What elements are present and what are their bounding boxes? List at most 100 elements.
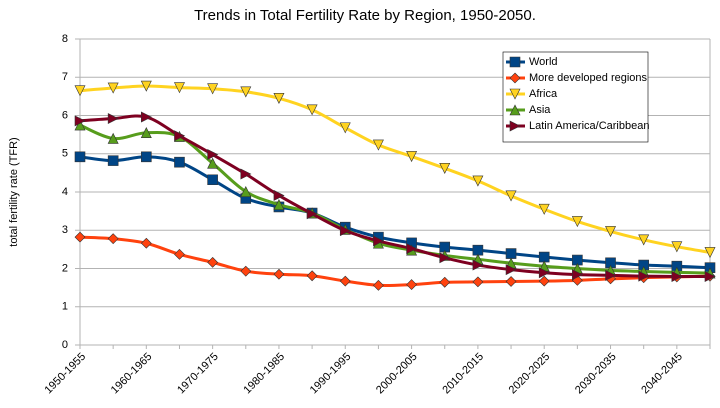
y-tick-label: 6 — [62, 109, 68, 121]
x-tick-label: 1970-1975 — [175, 351, 221, 397]
data-point — [439, 276, 451, 288]
data-point — [273, 268, 285, 280]
legend-label: Africa — [529, 88, 558, 100]
legend-label: World — [529, 56, 558, 68]
data-point — [605, 226, 617, 238]
data-point — [240, 86, 252, 98]
y-tick-label: 4 — [62, 186, 68, 198]
data-point — [141, 151, 152, 163]
x-tick-label: 2030-2035 — [573, 351, 619, 397]
y-tick-label: 7 — [62, 71, 68, 83]
y-axis-label: total fertility rate (TFR) — [8, 137, 20, 246]
data-point — [141, 111, 152, 123]
chart-title: Trends in Total Fertility Rate by Region… — [194, 7, 536, 24]
data-point — [439, 252, 451, 264]
y-tick-label: 1 — [62, 301, 68, 313]
legend-marker — [509, 104, 521, 116]
data-point — [439, 162, 451, 174]
data-point — [74, 231, 86, 243]
data-point — [74, 119, 86, 131]
data-point — [638, 259, 649, 271]
legend-marker — [509, 120, 521, 132]
data-point — [207, 83, 219, 95]
data-point — [306, 270, 318, 282]
data-point — [107, 132, 119, 144]
data-point — [671, 241, 683, 253]
data-point — [273, 198, 285, 210]
data-point — [173, 82, 185, 94]
data-point — [538, 251, 550, 263]
data-point — [638, 234, 650, 246]
y-tick-label: 5 — [62, 148, 68, 160]
legend-label: Latin America/Caribbean — [529, 120, 649, 132]
x-tick-label: 1990-1995 — [308, 351, 354, 397]
x-tick-label: 1980-1985 — [241, 351, 287, 397]
data-point — [472, 244, 484, 256]
data-point — [704, 247, 716, 259]
data-point — [306, 104, 318, 116]
data-point — [140, 80, 152, 92]
data-point — [74, 115, 86, 127]
data-point — [107, 82, 119, 94]
data-point — [339, 225, 351, 237]
y-tick-label: 0 — [62, 339, 68, 351]
data-point — [74, 151, 86, 163]
data-point — [107, 113, 119, 125]
data-point — [74, 85, 86, 97]
data-point — [306, 208, 318, 220]
data-point — [240, 265, 252, 277]
data-point — [572, 254, 583, 266]
data-point — [240, 168, 252, 180]
data-point — [174, 130, 186, 142]
x-tick-label: 1960-1965 — [109, 351, 155, 397]
legend-marker — [509, 72, 521, 84]
legend-label: Asia — [529, 104, 551, 116]
data-point — [704, 271, 716, 283]
data-point — [439, 241, 451, 253]
data-point — [174, 248, 185, 260]
data-point — [505, 264, 517, 276]
data-point — [207, 149, 219, 161]
data-point — [174, 156, 185, 168]
data-point — [538, 267, 550, 279]
data-point — [638, 270, 650, 282]
x-tick-label: 2000-2005 — [374, 351, 420, 397]
data-point — [107, 155, 119, 166]
data-point — [240, 185, 252, 197]
series-line — [79, 155, 711, 270]
data-point — [339, 275, 351, 287]
legend-marker — [509, 88, 521, 100]
y-tick-label: 8 — [62, 33, 68, 45]
data-point — [406, 279, 418, 290]
data-point — [207, 256, 219, 268]
data-point — [372, 279, 384, 291]
legend-label: More developed regions — [529, 72, 648, 84]
data-point — [571, 216, 583, 228]
data-point — [605, 269, 617, 281]
data-point — [538, 203, 550, 215]
data-point — [505, 276, 517, 287]
legend-marker — [509, 56, 521, 68]
x-tick-label: 1950-1955 — [42, 351, 88, 397]
data-point — [273, 189, 285, 201]
data-point — [107, 233, 119, 245]
data-point — [140, 127, 152, 139]
data-point — [140, 237, 152, 249]
data-point — [538, 275, 550, 287]
x-tick-label: 2010-2015 — [440, 351, 486, 397]
data-point — [406, 243, 418, 255]
series-line — [79, 123, 711, 275]
x-tick-label: 2040-2045 — [639, 351, 685, 397]
data-point — [572, 269, 584, 281]
x-tick-label: 2020-2025 — [507, 351, 553, 397]
data-point — [406, 151, 418, 163]
data-point — [472, 276, 484, 288]
data-point — [505, 248, 517, 259]
data-point — [505, 190, 517, 202]
legend-box — [502, 51, 649, 143]
data-point — [273, 92, 285, 104]
data-point — [472, 259, 484, 271]
legend: World More developed regions Africa Asia Lat… — [502, 51, 649, 143]
y-tick-label: 2 — [62, 262, 68, 274]
